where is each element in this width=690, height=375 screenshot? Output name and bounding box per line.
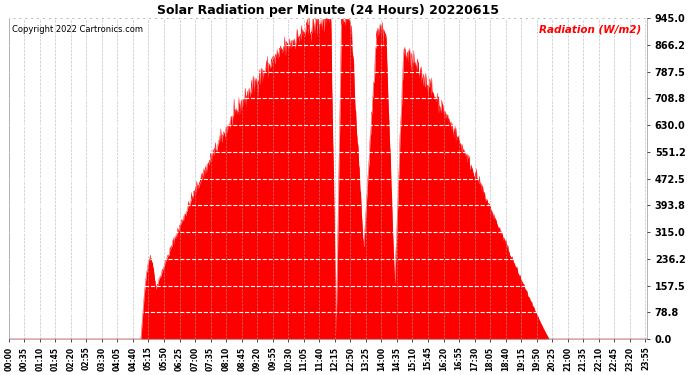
- Text: Radiation (W/m2): Radiation (W/m2): [539, 25, 641, 35]
- Title: Solar Radiation per Minute (24 Hours) 20220615: Solar Radiation per Minute (24 Hours) 20…: [157, 4, 499, 17]
- Text: Copyright 2022 Cartronics.com: Copyright 2022 Cartronics.com: [12, 25, 143, 34]
